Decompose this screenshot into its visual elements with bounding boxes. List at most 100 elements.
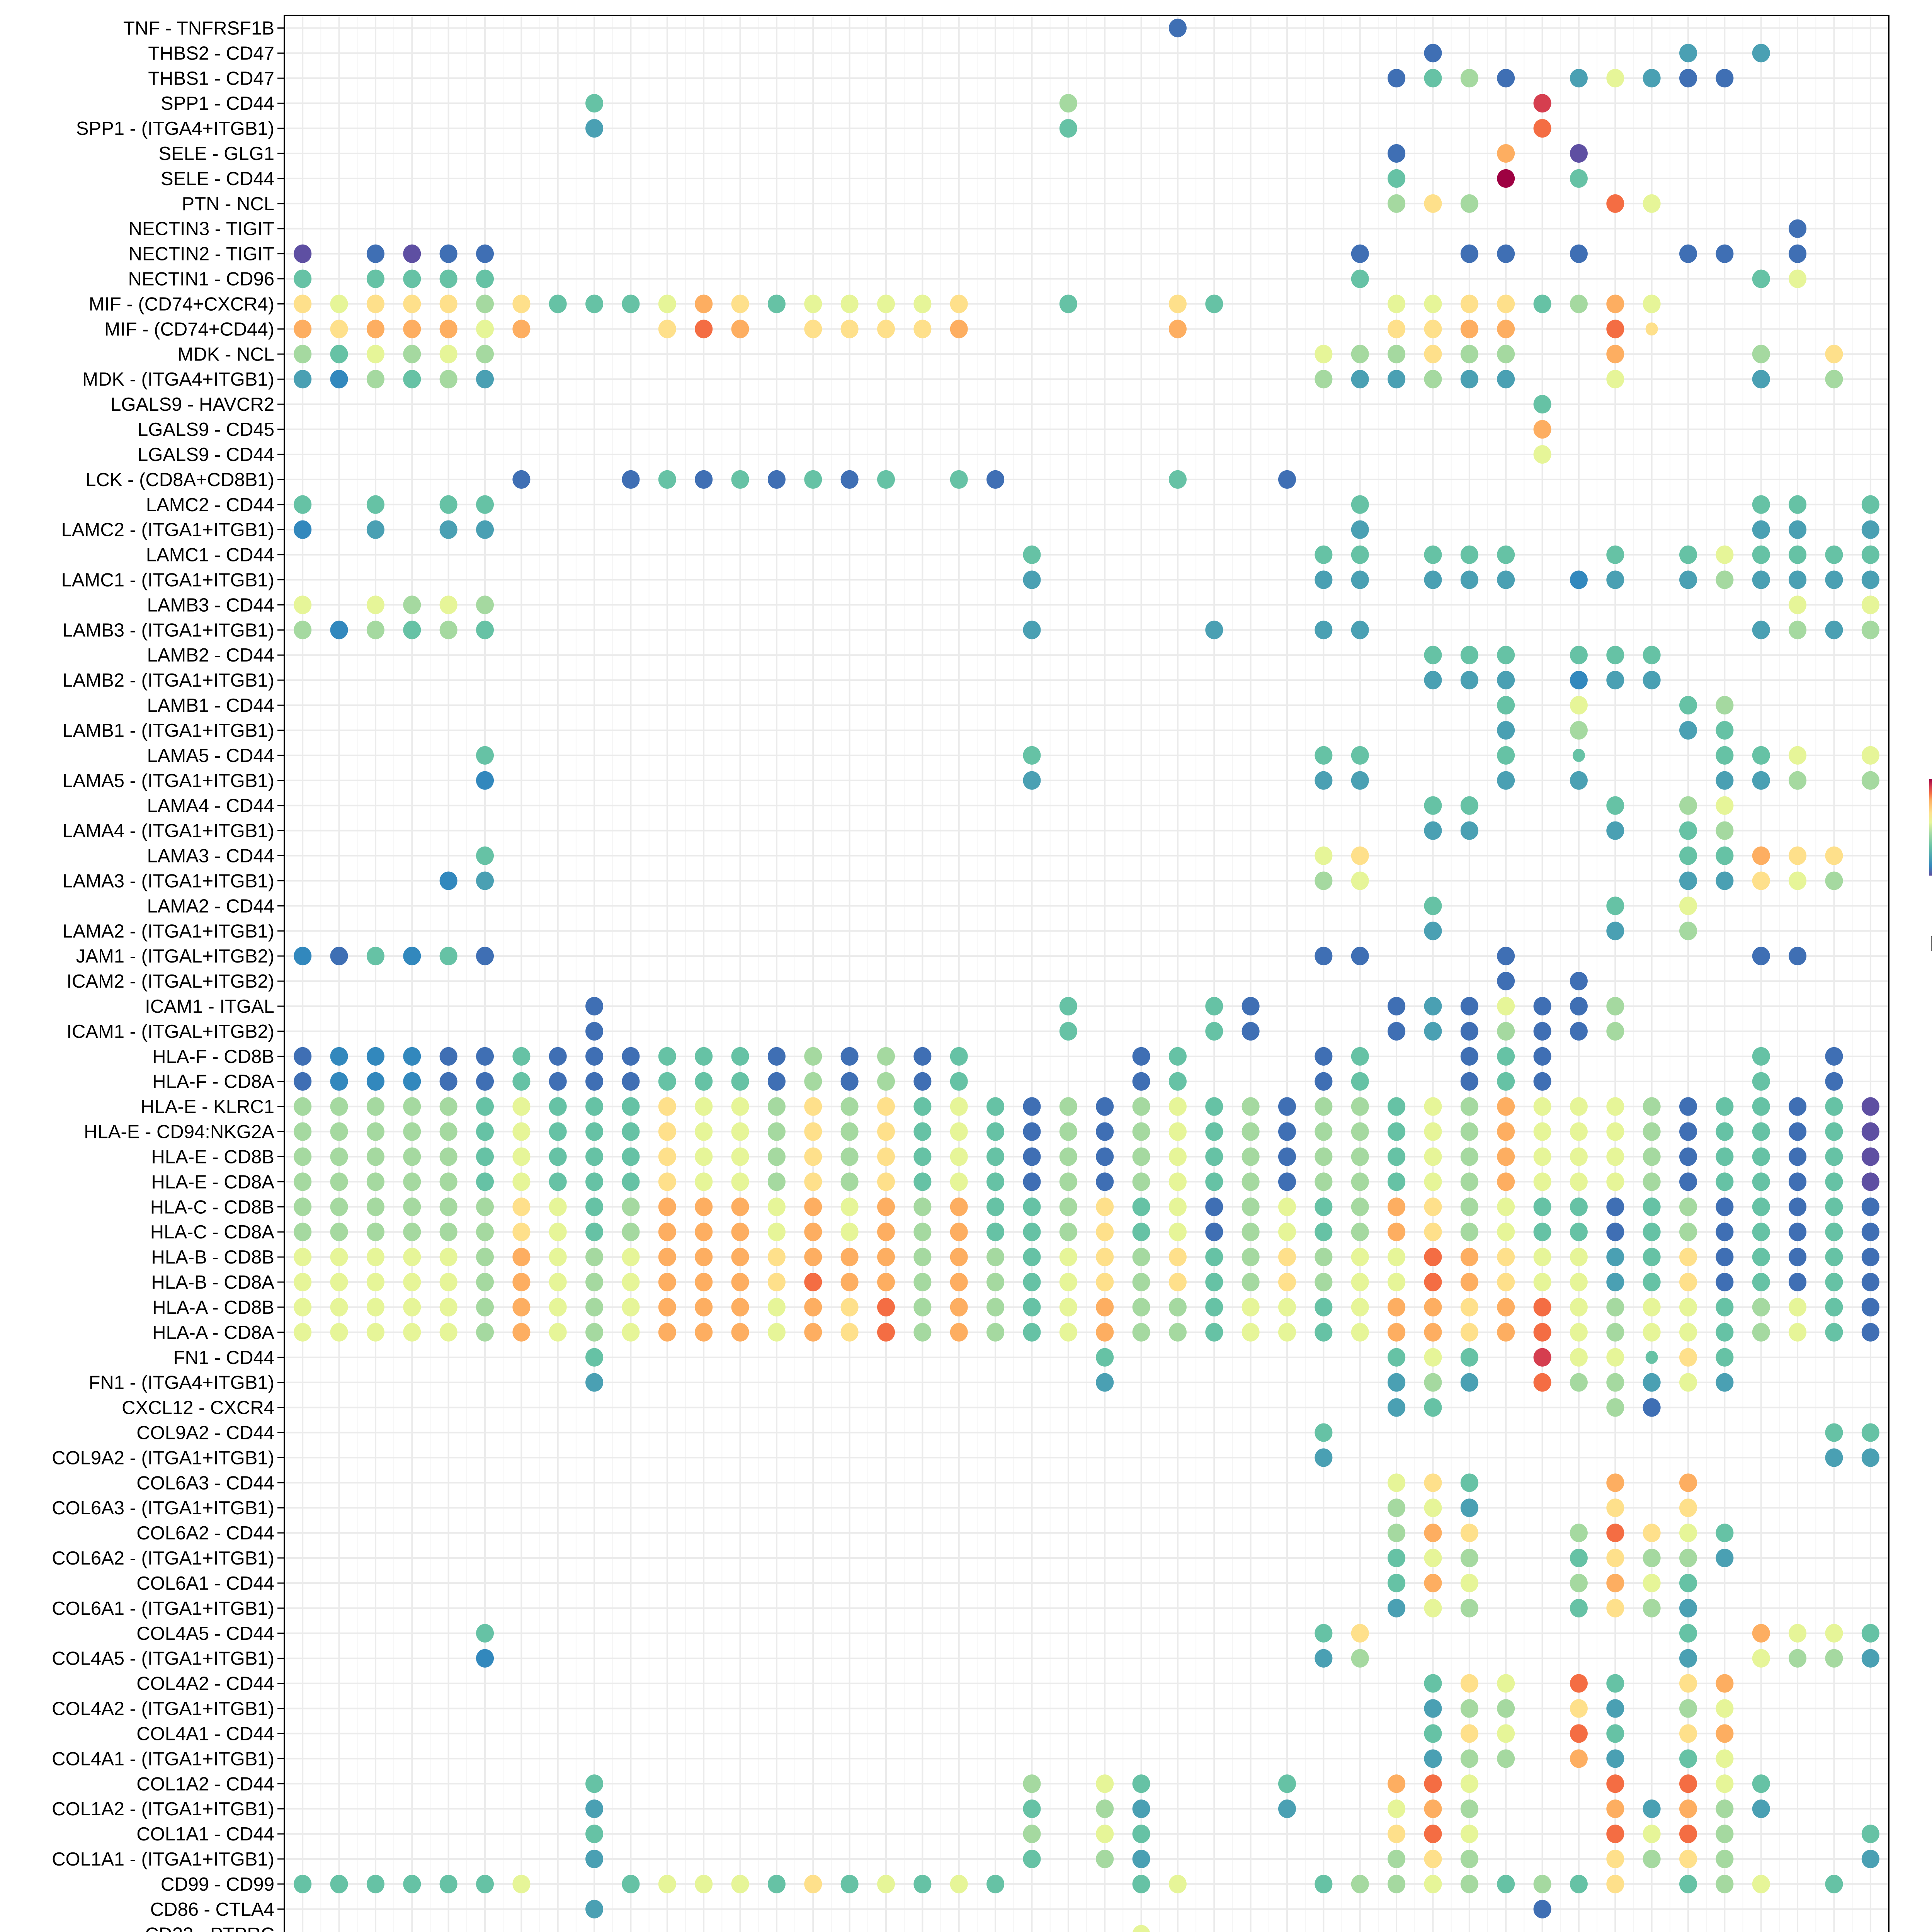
dot-mark: HLA-A - CD8A | INCAF -> CD8TEREX — [1424, 1323, 1442, 1342]
dot-mark: SELE - GLG1 | MVA -> CD8TEREX — [1570, 144, 1588, 163]
dot-mark: COL1A1 - CD44 | PLA -> CD8TEREX — [1096, 1825, 1114, 1844]
dot-mark: HLA-E - KLRC1 | BAS -> CD8TEREX — [403, 1097, 421, 1116]
dot-mark: LAMB1 - (ITGA1+ITGB1) | MVA -> CD8TEREX — [1570, 721, 1588, 740]
dot-mark: COL1A1 - CD44 | PERI -> CD8TEREX — [1643, 1825, 1661, 1844]
dot-mark: HLA-A - CD8B | GDT -> CD8TEREX — [695, 1298, 713, 1316]
dot-mark: COL1A2 - CD44 | MSC.ADIPO -> CD8TEREX — [1752, 1774, 1770, 1793]
dot-mark: HLA-A - CD8A | INMON -> CD8TEREX — [1059, 1323, 1077, 1342]
dot-mark: CD99 - CD99 | CD8TCM -> CD8TEREX — [622, 1874, 640, 1893]
dot-mark: MIF - (CD74+CD44) | CD8TEX -> CD8TEREX — [840, 320, 859, 338]
dot-mark: HLA-C - CD8B | PLA -> CD8TEREX — [1096, 1197, 1114, 1216]
dot-mark: COL1A2 - CD44 | INCAF -> CD8TEREX — [1424, 1774, 1442, 1793]
dot-mark: THBS2 - CD47 | MSC -> CD8TEREX — [1679, 44, 1697, 63]
dot-mark: HLA-E - CD8A | TREG -> CD8TEREX — [877, 1172, 895, 1191]
dot-mark: HLA-E - KLRC1 | MAIT -> CD8TEREX — [1278, 1097, 1296, 1116]
dot-mark: HLA-B - CD8B | INMON -> CD8TEREX — [1059, 1248, 1077, 1267]
dot-mark: LAMB2 - (ITGA1+ITGB1) | INCAF -> CD8TERE… — [1424, 671, 1442, 690]
dot-mark: HLA-E - CD8B | MES -> CD8TEREX — [476, 1147, 494, 1166]
dot-mark: HLA-E - CD8B | GC -> CD8TEREX — [1351, 1147, 1369, 1166]
dot-mark: HLA-E - CD8B | CD8TEX -> CD8TEREX — [840, 1147, 859, 1166]
dot-mark: HLA-E - CD8A | LYMEND -> CD8TEREX — [1716, 1172, 1734, 1191]
dot-mark: HLA-E - CD8A | CD8TEXINT -> CD8TEREX — [731, 1172, 749, 1191]
y-tick-label: THBS1 - CD47 — [148, 68, 274, 89]
dot-mark: HLA-B - CD8A | MON -> CD8TEREX — [1205, 1273, 1223, 1292]
dot-mark: HLA-E - KLRC1 | PLA -> CD8TEREX — [1096, 1097, 1114, 1116]
dot-mark: FN1 - CD44 | MVA -> CD8TEREX — [1570, 1348, 1588, 1367]
dot-mark: COL4A1 - CD44 | MSC -> CD8TEREX — [1679, 1724, 1697, 1743]
dot-mark: HLA-A - CD8A | CD8TEFF -> CD8TEREX — [804, 1323, 822, 1342]
dot-mark: HLA-F - CD8A | BMEM -> CD8TEREX — [1315, 1072, 1333, 1091]
dot-mark: MIF - (CD74+CXCR4) | MES -> CD8TEREX — [476, 294, 494, 313]
dot-mark: HLA-F - CD8B | BAS -> CD8TEREX — [403, 1047, 421, 1066]
dot-mark: HLA-B - CD8B | MAST -> CD8TEREX — [913, 1248, 932, 1267]
dot-mark: ICAM1 - (ITGAL+ITGB2) | INMON -> CD8TERE… — [1059, 1022, 1077, 1041]
dot-mark: HLA-E - CD8B | MAIT -> CD8TEREX — [1278, 1147, 1296, 1166]
dot-mark: COL1A1 - CD44 | BSM -> CD8TEREX — [1861, 1825, 1879, 1844]
dot-mark: COL1A2 - (ITGA1+ITGB1) | MAIT -> CD8TERE… — [1278, 1799, 1296, 1818]
dot-mark: NECTIN1 - CD96 | STM -> CD8TEREX — [294, 269, 312, 288]
dot-mark: HLA-C - CD8A | PLA -> CD8TEREX — [1096, 1223, 1114, 1242]
dot-mark: MIF - (CD74+CD44) | CD8TEFF -> CD8TEREX — [804, 320, 822, 338]
dot-mark: HLA-E - KLRC1 | CD8TRM -> CD8TEREX — [767, 1097, 786, 1116]
y-tick-label: MIF - (CD74+CD44) — [104, 319, 274, 340]
dot-mark: HLA-C - CD8B | BMEM -> CD8TEREX — [1315, 1197, 1333, 1216]
dot-mark: HLA-A - CD8B | STML -> CD8TEREX — [1825, 1298, 1843, 1316]
dot-mark: COL1A2 - CD44 | DC -> CD8TEREX — [1023, 1774, 1041, 1793]
dot-mark: MIF - (CD74+CXCR4) | CD8TEXP -> CD8TEREX — [950, 294, 968, 313]
dot-mark: HLA-C - CD8A | STM -> CD8TEREX — [294, 1223, 312, 1242]
y-tick-label: SPP1 - CD44 — [161, 93, 274, 114]
dot-mark: HLA-F - CD8B | CD8TEX -> CD8TEREX — [840, 1047, 859, 1066]
dot-mark: COL1A1 - CD44 | DC -> CD8TEREX — [1023, 1825, 1041, 1844]
y-tick-label: ICAM2 - (ITGAL+ITGB2) — [66, 971, 274, 992]
dot-mark: HLA-B - CD8A | INCAF -> CD8TEREX — [1424, 1273, 1442, 1292]
dot-mark: CD86 - CTLA4 | M2MAC -> CD8TEREX — [585, 1900, 604, 1918]
dot-mark: HLA-A - CD8A | END -> CD8TEREX — [1497, 1323, 1515, 1342]
dot-mark: LCK - (CD8A+CD8B1) | CD8TRM -> CD8TEREX — [767, 470, 786, 489]
dot-mark: LAMA3 - CD44 | MSC.ADIPO -> CD8TEREX — [1752, 846, 1770, 865]
y-tick-label: LAMB1 - (ITGA1+ITGB1) — [62, 720, 274, 741]
dot-mark: MIF - (CD74+CXCR4) | ICAF -> CD8TEREX — [1533, 294, 1551, 313]
dot-mark: HLA-B - CD8A | CD8TRM -> CD8TEREX — [767, 1273, 786, 1292]
dot-mark: CD86 - CTLA4 | ICAF -> CD8TEREX — [1533, 1900, 1551, 1918]
dot-mark: SPP1 - (ITGA4+ITGB1) | ICAF -> CD8TEREX — [1533, 119, 1551, 138]
dot-mark: PTN - NCL | MYOFIB -> CD8TEREX — [1460, 194, 1478, 213]
dot-mark: MIF - (CD74+CD44) | GDT -> CD8TEREX — [695, 320, 713, 338]
y-tick-label: LAMB2 - CD44 — [147, 645, 274, 666]
dot-mark: HLA-B - CD8B | GDT -> CD8TEREX — [695, 1248, 713, 1267]
dot-mark: JAM1 - (ITGAL+ITGB2) | KER -> CD8TEREX — [330, 947, 348, 966]
dot-mark: HLA-A - CD8A | CD8TEX -> CD8TEREX — [840, 1323, 859, 1342]
dot-mark: LAMB2 - CD44 | PERI -> CD8TEREX — [1643, 646, 1661, 665]
dot-mark: HLA-A - CD8A | MAST -> CD8TEREX — [913, 1323, 932, 1342]
dot-mark: HLA-C - CD8B | DC -> CD8TEREX — [1023, 1197, 1041, 1216]
dot-mark: HLA-E - KLRC1 | NEUT -> CD8TEREX — [1242, 1097, 1260, 1116]
dot-mark: FN1 - (ITGA4+ITGB1) | ECM -> CD8TEREX — [1606, 1373, 1624, 1392]
dot-mark: COL4A1 - (ITGA1+ITGB1) | MSC -> CD8TEREX — [1679, 1749, 1697, 1768]
dot-mark: HLA-A - CD8A | MSC.MVA -> CD8TEREX — [1789, 1323, 1807, 1342]
dot-mark: MIF - (CD74+CD44) | CD4TN -> CD8TEREX — [658, 320, 676, 338]
dot-mark: HLA-C - CD8B | STM -> CD8TEREX — [294, 1197, 312, 1216]
dot-mark: LGALS9 - CD45 | ICAF -> CD8TEREX — [1533, 420, 1551, 439]
y-tick-label: NECTIN3 - TIGIT — [128, 219, 274, 240]
dot-mark: HLA-F - CD8B | MES -> CD8TEREX — [476, 1047, 494, 1066]
dot-mark: HLA-A - CD8B | MSC.MVA -> CD8TEREX — [1789, 1298, 1807, 1316]
dot-mark: HLA-A - CD8A | GDT -> CD8TEREX — [695, 1323, 713, 1342]
dot-mark: FN1 - CD44 | PERI -> CD8TEREX — [1645, 1350, 1658, 1364]
dot-mark: CD99 - CD99 | COL -> CD8TEREX — [439, 1874, 457, 1893]
dot-mark: LAMA3 - CD44 | MSC.MVA -> CD8TEREX — [1789, 846, 1807, 865]
dot-mark: HLA-E - CD94:NKG2A | CD8TCM -> CD8TEREX — [622, 1122, 640, 1141]
dot-mark: MIF - (CD74+CXCR4) | PERI -> CD8TEREX — [1643, 294, 1661, 313]
dot-mark: ICAM1 - ITGAL | INCAF -> CD8TEREX — [1424, 997, 1442, 1015]
dot-mark: JAM1 - (ITGAL+ITGB2) | COL -> CD8TEREX — [439, 947, 457, 966]
dot-mark: HLA-A - CD8B | DC -> CD8TEREX — [1023, 1298, 1041, 1316]
dot-mark: COL6A2 - CD44 | MVA -> CD8TEREX — [1570, 1524, 1588, 1543]
dot-mark: HLA-B - CD8A | M1MAC -> CD8TEREX — [549, 1273, 567, 1292]
y-tick-label: LGALS9 - CD45 — [138, 419, 274, 440]
dot-mark: LAMC2 - CD44 | GC -> CD8TEREX — [1351, 495, 1369, 514]
dot-mark: LAMA4 - CD44 | MYOFIB -> CD8TEREX — [1460, 796, 1478, 815]
dot-mark: HLA-F - CD8A | MES -> CD8TEREX — [476, 1072, 494, 1091]
dot-mark: COL4A2 - CD44 | MYOFIB -> CD8TEREX — [1460, 1674, 1478, 1693]
dot-mark: HLA-F - CD8A | GC -> CD8TEREX — [1351, 1072, 1369, 1091]
dot-mark: HLA-F - CD8A | STML -> CD8TEREX — [1825, 1072, 1843, 1091]
dot-mark: HLA-E - CD94:NKG2A | CD8TRM -> CD8TEREX — [767, 1122, 786, 1141]
dot-mark: LAMC1 - (ITGA1+ITGB1) | MSC.MVA -> CD8TE… — [1789, 570, 1807, 589]
